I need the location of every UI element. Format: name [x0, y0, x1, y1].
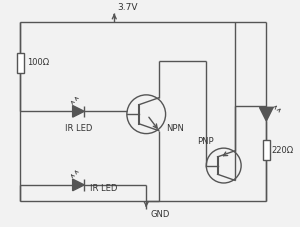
- Text: NPN: NPN: [167, 124, 184, 133]
- Bar: [263, 140, 270, 160]
- Polygon shape: [73, 179, 84, 191]
- Text: IR LED: IR LED: [65, 124, 92, 133]
- Polygon shape: [73, 106, 84, 117]
- Text: 3.7V: 3.7V: [117, 2, 138, 12]
- Text: PNP: PNP: [198, 137, 214, 146]
- Polygon shape: [260, 107, 273, 121]
- Text: 220Ω: 220Ω: [271, 146, 293, 155]
- Bar: [17, 53, 24, 73]
- Text: IR LED: IR LED: [90, 184, 117, 193]
- Text: 100Ω: 100Ω: [27, 58, 49, 67]
- Text: GND: GND: [150, 210, 170, 219]
